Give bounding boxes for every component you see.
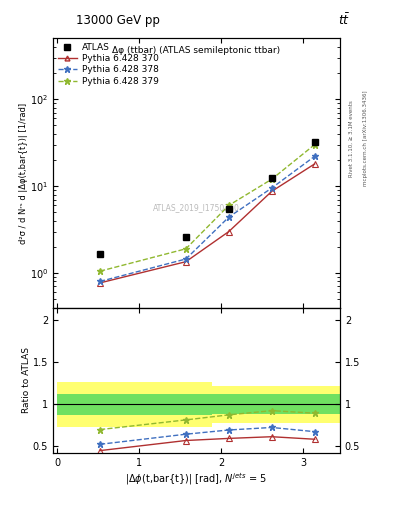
Text: mcplots.cern.ch [arXiv:1306.3436]: mcplots.cern.ch [arXiv:1306.3436] (363, 91, 368, 186)
Y-axis label: d²σ / d Nʳˢ d |Δφ(t,bar{t})| [1/rad]: d²σ / d Nʳˢ d |Δφ(t,bar{t})| [1/rad] (19, 102, 28, 244)
Text: Δφ (ttbar) (ATLAS semileptonic ttbar): Δφ (ttbar) (ATLAS semileptonic ttbar) (112, 47, 281, 55)
Legend: ATLAS, Pythia 6.428 370, Pythia 6.428 378, Pythia 6.428 379: ATLAS, Pythia 6.428 370, Pythia 6.428 37… (56, 41, 161, 88)
Text: $t\bar{t}$: $t\bar{t}$ (338, 13, 350, 28)
Text: Rivet 3.1.10, ≥ 3.1M events: Rivet 3.1.10, ≥ 3.1M events (349, 100, 354, 177)
Y-axis label: Ratio to ATLAS: Ratio to ATLAS (22, 347, 31, 413)
Text: ATLAS_2019_I1750330: ATLAS_2019_I1750330 (153, 203, 240, 212)
X-axis label: |$\Delta\phi$(t,bar{t})| [rad], $N^{jets}$ = 5: |$\Delta\phi$(t,bar{t})| [rad], $N^{jets… (125, 471, 268, 486)
Text: 13000 GeV pp: 13000 GeV pp (76, 14, 160, 27)
